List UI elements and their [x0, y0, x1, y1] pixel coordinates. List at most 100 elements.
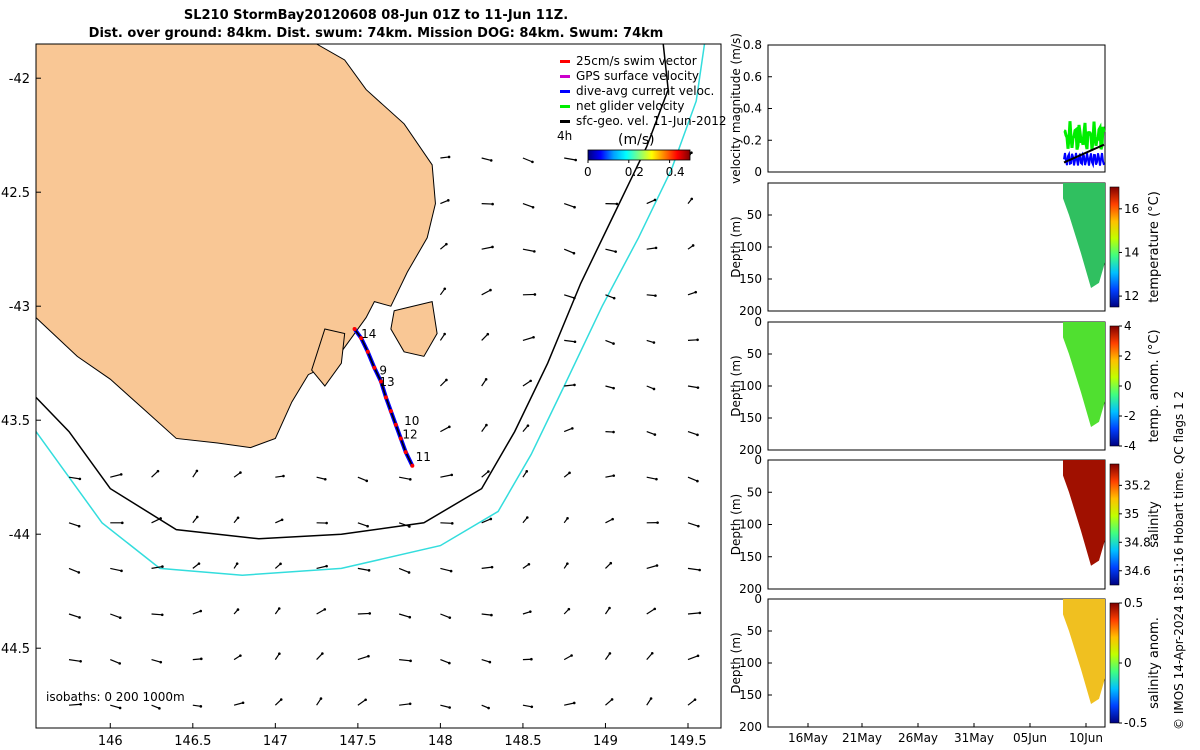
geo-arrow-head	[649, 697, 653, 700]
panel-ytick-label: 200	[739, 443, 762, 457]
geo-arrow	[68, 522, 80, 527]
geo-arrow-head	[567, 607, 571, 611]
heatmap-area	[1063, 460, 1105, 566]
panel-frame	[767, 182, 1106, 312]
legend-swatch-gps	[560, 75, 570, 78]
map-xtick-label: 146.5	[174, 734, 211, 749]
geo-arrow	[563, 654, 572, 661]
geo-arrow-head	[197, 562, 201, 565]
geo-arrow-head	[78, 477, 82, 481]
panel-colorbar-tick-label: -0.5	[1124, 716, 1147, 730]
geo-arrow	[564, 157, 576, 161]
geo-arrow-head	[367, 569, 371, 572]
geo-arrow	[646, 608, 656, 615]
geo-arrow-head	[278, 652, 281, 656]
geo-arrow	[522, 380, 531, 387]
geo-arrow-head	[236, 608, 240, 611]
panel-ytick-label: 50	[747, 485, 762, 499]
panel-ylabel: Depth (m)	[729, 216, 743, 277]
geo-arrow-head	[572, 701, 576, 705]
geo-arrow-head	[241, 701, 245, 705]
colorbar-tick-label: 0.2	[625, 165, 644, 179]
geo-arrow-head	[325, 521, 328, 525]
geo-arrow-head	[448, 661, 451, 665]
geo-arrow-head	[450, 522, 454, 525]
geo-arrow-head	[321, 652, 324, 655]
geo-arrow-head	[490, 565, 494, 569]
geo-arrow	[687, 385, 699, 389]
geo-arrow-head	[199, 705, 203, 708]
geo-arrow-head	[612, 386, 615, 390]
time-label: 4h	[557, 129, 572, 143]
geo-arrow-head	[533, 293, 537, 296]
legend-item-geo: sfc-geo. vel. 11-Jun-2012	[560, 114, 727, 129]
geo-arrow-head	[527, 562, 531, 566]
geo-arrow-head	[486, 332, 490, 336]
geo-arrow-head	[612, 430, 615, 434]
panel-ytick-label: 50	[747, 624, 762, 638]
legend-item-net: net glider velocity	[560, 99, 727, 114]
geo-arrow-head	[612, 474, 616, 477]
legend-item-gps: GPS surface velocity	[560, 69, 727, 84]
legend-swatch-dive	[560, 90, 570, 93]
geo-arrow	[357, 522, 368, 527]
panel-colorbar-label: temperature (°C)	[1147, 191, 1162, 303]
geo-arrow-head	[118, 706, 122, 710]
geo-arrow-head	[199, 609, 203, 613]
geo-arrow	[481, 518, 492, 524]
panel-colorbar	[1109, 602, 1120, 724]
time-xtick-label: 10Jun	[1069, 731, 1103, 745]
geo-arrow-head	[408, 702, 412, 706]
geo-arrow-head	[77, 571, 81, 574]
geo-arrow	[605, 339, 614, 345]
panel-colorbar-label: salinity	[1147, 501, 1162, 548]
legend-label-geo: sfc-geo. vel. 11-Jun-2012	[576, 114, 727, 128]
panel-salinity: 0 50 100 150 200 Depth (m) 34.6 34.8 35 35.2 salin…	[729, 453, 1162, 596]
geo-arrow-head	[691, 244, 695, 247]
geo-arrow	[481, 566, 493, 569]
panel-ytick-label: 0.8	[743, 38, 762, 52]
panel-salinity-anomaly: 0 50 100 150 200 Depth (m) -0.5 0 0.5 salinity an…	[729, 592, 1162, 734]
panel-colorbar-tick-label: 16	[1124, 202, 1139, 216]
geo-arrow	[605, 698, 613, 706]
geo-arrow-head	[199, 657, 203, 661]
geo-arrow	[440, 156, 450, 159]
geo-arrow-head	[239, 471, 242, 474]
panel-temp-anomaly: 0 50 100 150 200 Depth (m) -4 -2 0 2 4 temp. anom. …	[729, 315, 1162, 457]
geo-arrow	[440, 199, 449, 205]
geo-arrow	[481, 246, 493, 250]
geo-arrow-head	[161, 565, 164, 568]
panel-ytick-label: 0.6	[743, 70, 762, 84]
geo-arrow	[440, 426, 450, 433]
geo-arrow	[275, 475, 284, 478]
map-xtick-label: 148.5	[504, 734, 541, 749]
geo-arrow	[398, 567, 410, 573]
geo-arrow	[564, 294, 575, 299]
geo-arrow	[687, 612, 700, 615]
geo-arrow	[440, 659, 450, 664]
map-xtick-label: 149.5	[669, 734, 706, 749]
panel-ytick-label: 0	[754, 592, 762, 606]
geo-arrow-head	[530, 705, 534, 709]
geo-arrow	[68, 567, 80, 573]
track-label: 11	[416, 450, 431, 464]
geo-arrow	[481, 613, 492, 616]
geo-arrow	[687, 476, 698, 482]
map-ytick-label: -44	[9, 528, 30, 543]
geo-arrow	[192, 658, 202, 661]
geo-arrow-head	[448, 425, 451, 429]
geo-arrow-head	[282, 474, 285, 478]
geo-arrow-head	[656, 521, 659, 524]
geo-arrow-head	[279, 562, 282, 566]
geo-arrow-head	[655, 564, 659, 567]
panel-ytick-label: 150	[739, 272, 762, 286]
geo-arrow-head	[118, 662, 122, 665]
geo-arrow	[440, 704, 450, 709]
geo-arrow-head	[489, 288, 492, 292]
geo-arrow-head	[367, 654, 370, 658]
geo-arrow	[357, 567, 370, 571]
track-point	[383, 395, 388, 400]
panel-ylabel: velocity magnitude (m/s)	[729, 33, 743, 184]
